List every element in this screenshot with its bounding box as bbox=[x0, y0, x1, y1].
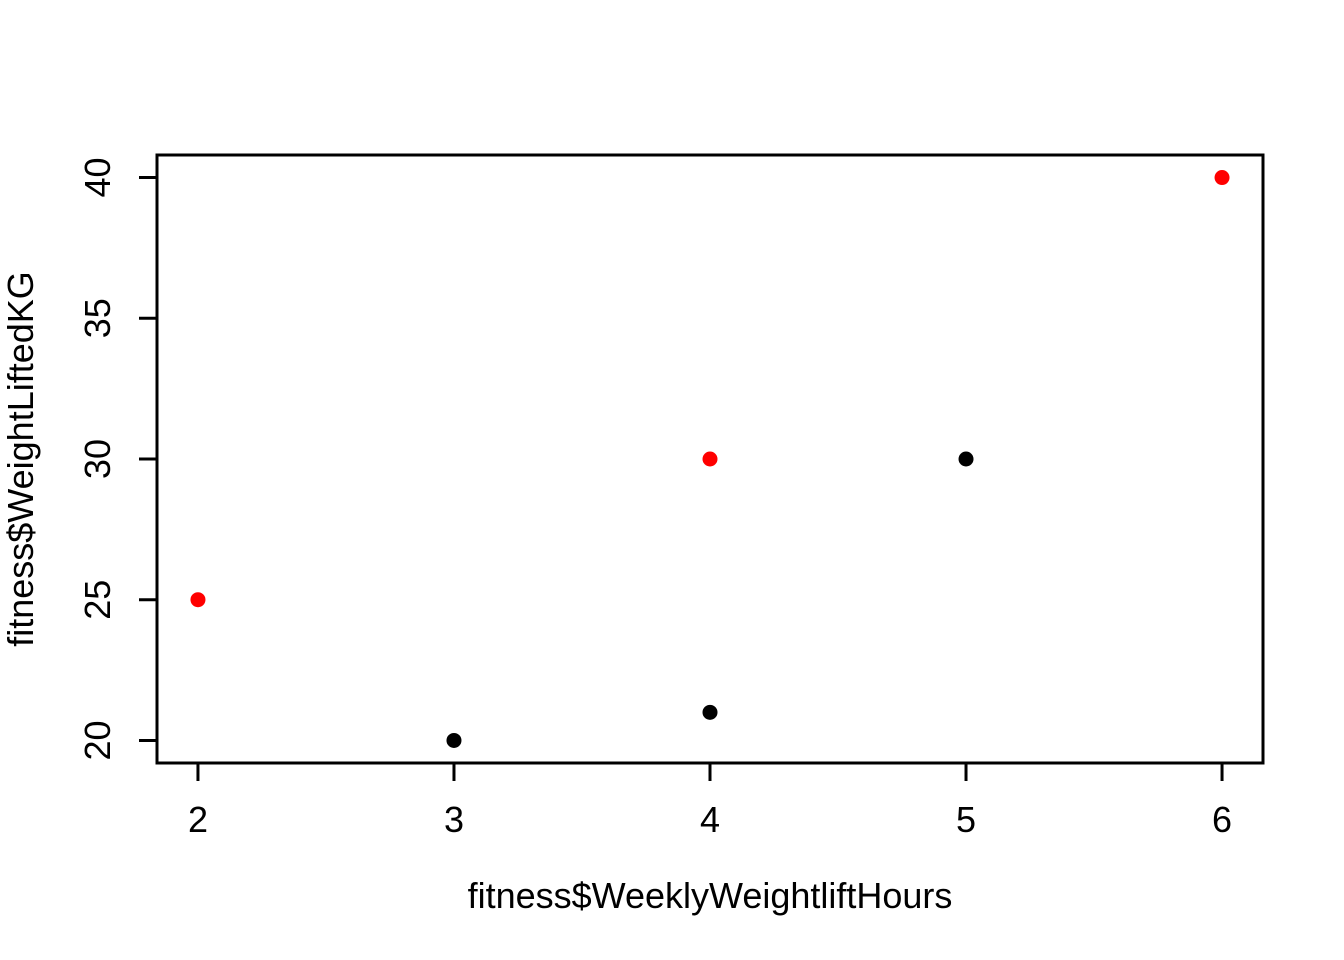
y-axis-tick-label: 35 bbox=[77, 298, 118, 338]
data-point-red-points bbox=[702, 451, 718, 467]
data-point-red-points bbox=[190, 592, 206, 608]
y-axis-tick-label: 30 bbox=[77, 439, 118, 479]
y-axis-tick-label: 40 bbox=[77, 157, 118, 197]
x-axis-tick-label: 4 bbox=[700, 799, 720, 840]
x-axis-tick-label: 5 bbox=[956, 799, 976, 840]
data-point-black-points bbox=[446, 732, 462, 748]
x-axis-tick-label: 2 bbox=[188, 799, 208, 840]
data-point-red-points bbox=[1214, 170, 1230, 186]
data-point-black-points bbox=[702, 704, 718, 720]
x-axis-title: fitness$WeeklyWeightliftHours bbox=[468, 875, 953, 916]
data-point-black-points bbox=[958, 451, 974, 467]
x-axis-tick-label: 6 bbox=[1212, 799, 1232, 840]
x-axis-tick-label: 3 bbox=[444, 799, 464, 840]
y-axis-tick-label: 25 bbox=[77, 580, 118, 620]
y-axis-title: fitness$WeightLiftedKG bbox=[0, 271, 41, 647]
y-axis-tick-label: 20 bbox=[77, 720, 118, 760]
